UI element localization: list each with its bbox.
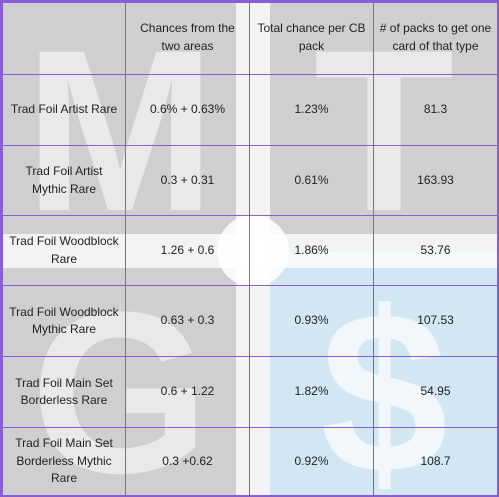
row-total-chance: 1.23% (249, 74, 374, 146)
row-chances: 0.6 + 1.22 (125, 356, 250, 428)
table-row: Trad Foil Artist Mythic Rare 0.3 + 0.31 … (2, 145, 497, 216)
table-header-row: Chances from the two areas Total chance … (2, 2, 497, 75)
row-packs-needed: 53.76 (373, 215, 497, 286)
row-chances: 0.6% + 0.63% (125, 74, 250, 146)
row-chances: 0.3 +0.62 (125, 427, 250, 495)
table-row: Trad Foil Main Set Borderless Rare 0.6 +… (2, 356, 497, 428)
table-row: Trad Foil Artist Rare 0.6% + 0.63% 1.23%… (2, 74, 497, 146)
row-card-type: Trad Foil Main Set Borderless Mythic Rar… (2, 427, 126, 495)
row-packs-needed: 107.53 (373, 285, 497, 357)
row-card-type: Trad Foil Main Set Borderless Rare (2, 356, 126, 428)
row-card-type: Trad Foil Woodblock Rare (2, 215, 126, 286)
row-packs-needed: 108.7 (373, 427, 497, 495)
row-packs-needed: 54.95 (373, 356, 497, 428)
row-card-type: Trad Foil Woodblock Mythic Rare (2, 285, 126, 357)
row-chances: 0.3 + 0.31 (125, 145, 250, 216)
row-chances: 0.63 + 0.3 (125, 285, 250, 357)
header-total-chance: Total chance per CB pack (249, 2, 374, 75)
table-row: Trad Foil Main Set Borderless Mythic Rar… (2, 427, 497, 495)
table-row: Trad Foil Woodblock Mythic Rare 0.63 + 0… (2, 285, 497, 357)
header-packs-needed: # of packs to get one card of that type (373, 2, 497, 75)
row-total-chance: 0.93% (249, 285, 374, 357)
row-card-type: Trad Foil Artist Mythic Rare (2, 145, 126, 216)
table-row: Trad Foil Woodblock Rare 1.26 + 0.6 1.86… (2, 215, 497, 286)
row-total-chance: 1.82% (249, 356, 374, 428)
row-total-chance: 1.86% (249, 215, 374, 286)
row-total-chance: 0.92% (249, 427, 374, 495)
row-total-chance: 0.61% (249, 145, 374, 216)
row-packs-needed: 81.3 (373, 74, 497, 146)
header-card-type (2, 2, 126, 75)
row-chances: 1.26 + 0.6 (125, 215, 250, 286)
header-chances: Chances from the two areas (125, 2, 250, 75)
row-card-type: Trad Foil Artist Rare (2, 74, 126, 146)
row-packs-needed: 163.93 (373, 145, 497, 216)
